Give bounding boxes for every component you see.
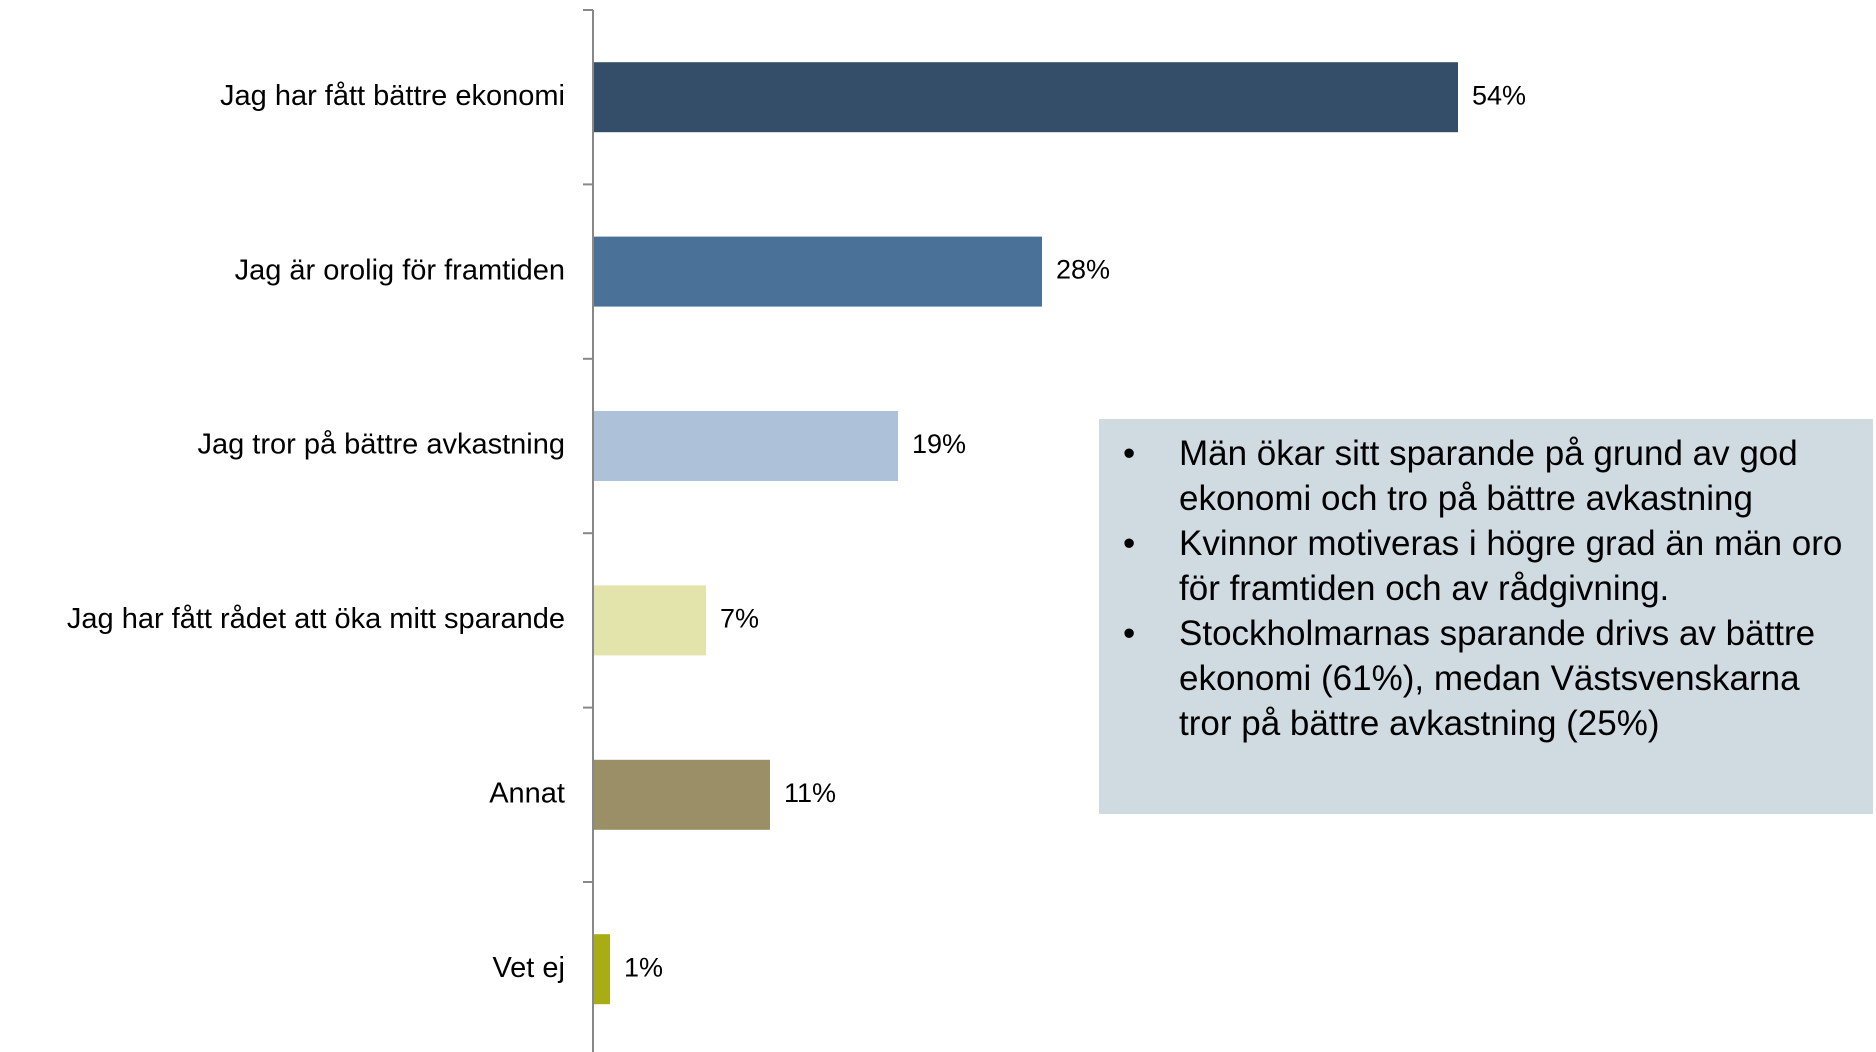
data-label: 1%	[624, 952, 663, 982]
category-label: Jag har fått bättre ekonomi	[220, 80, 565, 112]
bar	[594, 585, 706, 656]
bar	[594, 62, 1458, 133]
bar	[594, 236, 1042, 307]
category-label: Jag tror på bättre avkastning	[197, 429, 565, 461]
bar	[594, 934, 610, 1005]
category-label: Jag är orolig för framtiden	[235, 254, 565, 286]
bar	[594, 759, 770, 830]
category-label: Annat	[489, 777, 565, 809]
data-label: 7%	[720, 604, 759, 634]
category-label: Vet ej	[492, 952, 565, 984]
annotation-list: Män ökar sitt sparande på grund av god e…	[1099, 431, 1853, 746]
annotation: Kvinnor motiveras i högre grad än män or…	[1123, 521, 1853, 611]
bar	[594, 411, 898, 481]
category-label: Jag har fått rådet att öka mitt sparande	[67, 603, 565, 635]
data-label: 11%	[784, 778, 836, 808]
data-label: 54%	[1472, 80, 1526, 110]
annotation-box: Män ökar sitt sparande på grund av god e…	[1099, 419, 1873, 814]
annotation: Stockholmarnas sparande drivs av bättre …	[1123, 611, 1853, 746]
annotation: Män ökar sitt sparande på grund av god e…	[1123, 431, 1853, 521]
data-label: 19%	[912, 429, 966, 459]
data-label: 28%	[1056, 255, 1110, 285]
